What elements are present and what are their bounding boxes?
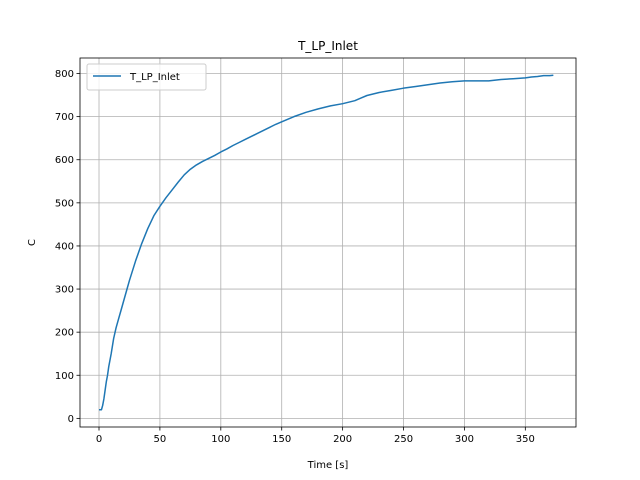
x-tick-label: 100	[211, 434, 230, 445]
x-tick-label: 250	[394, 434, 413, 445]
x-tick-label: 200	[333, 434, 352, 445]
grid-lines	[80, 58, 576, 427]
x-tick-label: 0	[96, 434, 102, 445]
y-tick-label: 0	[68, 414, 74, 425]
axis-ticks: 0 50 100 150 200 250 300 350 0 100 200 300 400 500 600…	[55, 69, 535, 445]
y-axis-label: C	[27, 239, 38, 246]
series-line	[99, 74, 554, 411]
x-tick-label: 150	[272, 434, 291, 445]
y-tick-label: 500	[55, 198, 74, 209]
chart-title: T_LP_Inlet	[297, 39, 358, 53]
x-tick-label: 350	[516, 434, 535, 445]
x-axis-label: Time [s]	[307, 460, 349, 471]
y-tick-label: 700	[55, 112, 74, 123]
y-tick-label: 300	[55, 285, 74, 296]
legend-box	[86, 63, 207, 91]
y-tick-label: 100	[55, 371, 74, 382]
plot-frame	[79, 57, 577, 428]
series-layer	[99, 74, 554, 411]
x-tick-label: 50	[154, 434, 167, 445]
y-tick-label: 600	[55, 155, 74, 166]
y-tick-label: 400	[55, 241, 74, 252]
legend: T_LP_Inlet	[86, 63, 207, 91]
y-tick-label: 800	[55, 69, 74, 80]
x-tick-label: 300	[455, 434, 474, 445]
legend-label: T_LP_Inlet	[129, 72, 180, 83]
y-tick-label: 200	[55, 328, 74, 339]
